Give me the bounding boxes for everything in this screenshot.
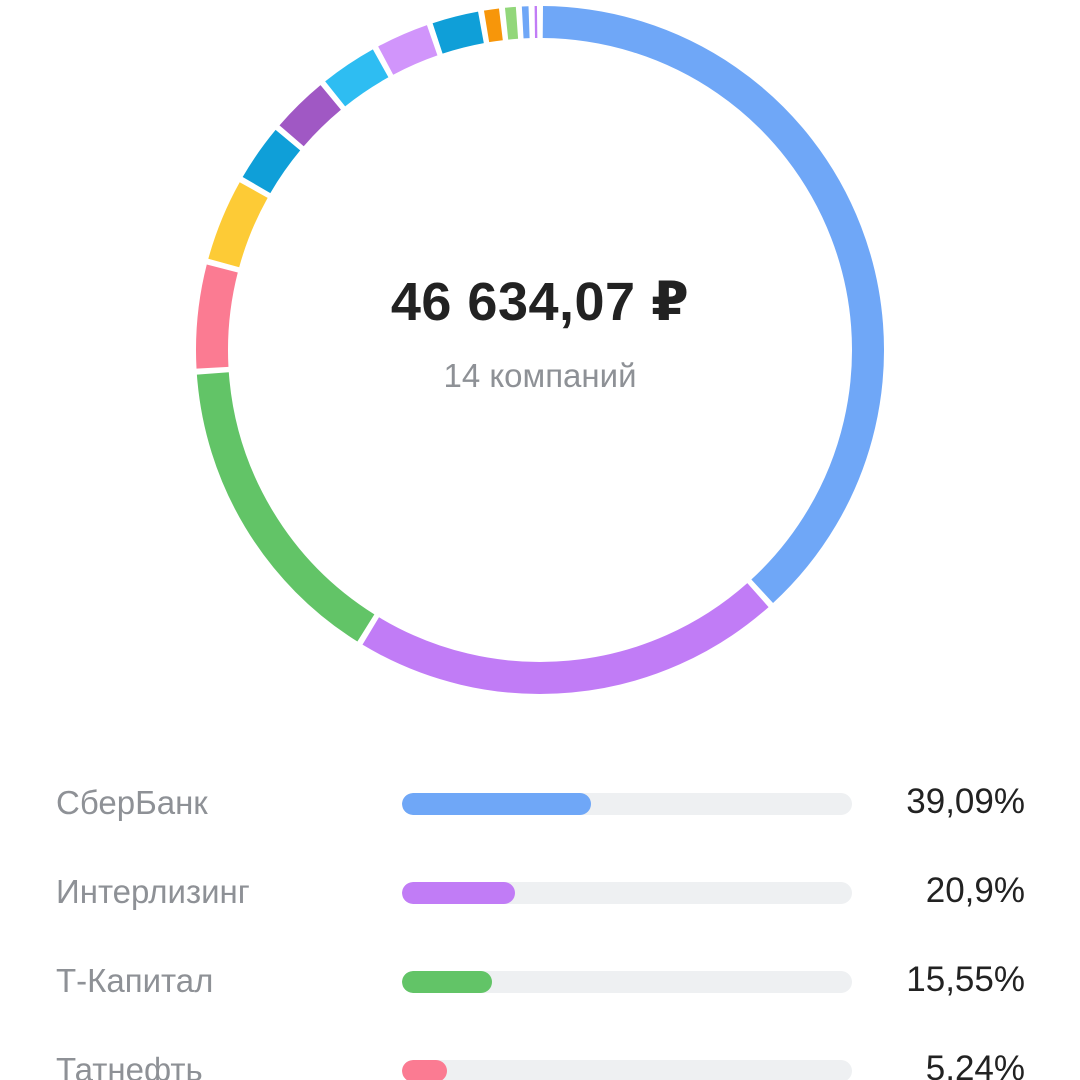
holding-percent: 20,9% (925, 871, 1025, 910)
holding-name: Т-Капитал (56, 962, 214, 999)
holding-bar-fill (402, 793, 591, 815)
holding-name: СберБанк (56, 784, 208, 821)
holding-bar-track (402, 971, 852, 993)
portfolio-total-value: 46 634,07 ₽ (390, 271, 690, 332)
donut-slice-8[interactable] (325, 49, 389, 107)
holding-row[interactable]: СберБанк 39,09% (0, 760, 1080, 850)
donut-center: 46 634,07 ₽ 14 компаний (195, 5, 885, 695)
allocation-donut-chart: 46 634,07 ₽ 14 компаний (195, 5, 885, 695)
companies-count: 14 компаний (443, 356, 637, 394)
holding-row[interactable]: Интерлизинг 20,9% (0, 849, 1080, 939)
donut-slice-9[interactable] (378, 25, 438, 75)
donut-slice-10[interactable] (432, 11, 485, 54)
holding-bar-fill (402, 882, 515, 904)
holding-bar-fill (402, 1060, 447, 1080)
holding-bar-track (402, 882, 852, 904)
holding-bar-fill (402, 971, 492, 993)
donut-slice-7[interactable] (279, 85, 342, 147)
donut-slice-5[interactable] (208, 182, 268, 268)
holding-percent: 39,09% (906, 782, 1025, 821)
holding-bar-track (402, 793, 852, 815)
donut-slice-1[interactable] (542, 6, 884, 604)
holding-row[interactable]: Татнефть 5,24% (0, 1027, 1080, 1080)
donut-slice-2[interactable] (362, 583, 769, 694)
donut-slice-4[interactable] (196, 264, 238, 369)
holding-row[interactable]: Т-Капитал 15,55% (0, 938, 1080, 1028)
donut-svg (196, 6, 884, 694)
donut-slice-3[interactable] (196, 372, 375, 642)
donut-slice-12[interactable] (504, 6, 519, 40)
donut-slice-6[interactable] (242, 129, 301, 194)
donut-slice-11[interactable] (483, 8, 503, 43)
holding-name: Интерлизинг (56, 873, 250, 910)
holding-percent: 5,24% (925, 1049, 1025, 1080)
holding-percent: 15,55% (906, 960, 1025, 999)
holding-bar-track (402, 1060, 852, 1080)
holding-name: Татнефть (56, 1051, 203, 1080)
